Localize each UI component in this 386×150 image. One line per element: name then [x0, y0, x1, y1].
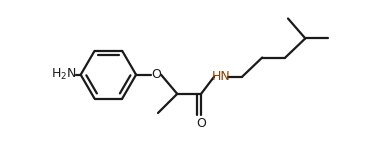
- Text: O: O: [151, 68, 161, 81]
- Text: O: O: [196, 117, 206, 130]
- Text: H$_2$N: H$_2$N: [51, 67, 76, 82]
- Text: HN: HN: [212, 70, 230, 83]
